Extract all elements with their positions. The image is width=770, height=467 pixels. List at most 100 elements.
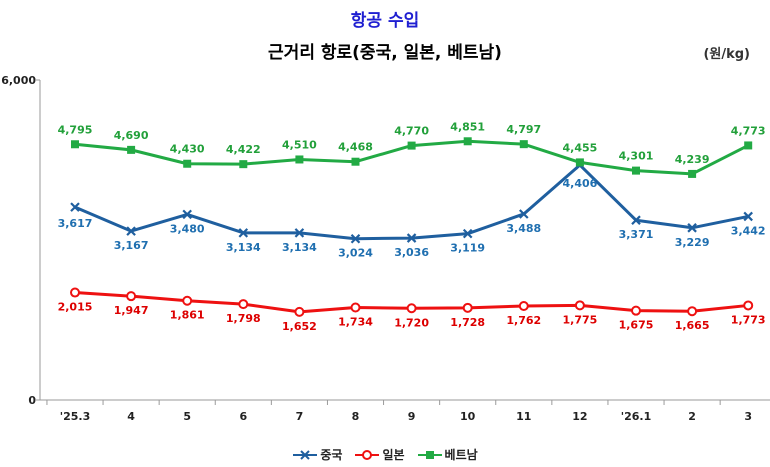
data-point-marker xyxy=(406,233,417,243)
data-label: 1,861 xyxy=(170,309,205,322)
data-label: 4,510 xyxy=(282,138,317,151)
data-label: 4,422 xyxy=(226,143,261,156)
data-point-marker xyxy=(574,300,585,311)
legend-label-japan: 일본 xyxy=(382,448,405,462)
legend-swatch-japan xyxy=(355,449,380,460)
legend-label-china: 중국 xyxy=(320,448,343,462)
data-point-marker xyxy=(182,295,193,306)
data-point-marker xyxy=(519,140,528,149)
data-label: 4,851 xyxy=(450,120,485,133)
data-label: 3,167 xyxy=(114,239,149,252)
unit-label: (원/kg) xyxy=(703,47,750,62)
data-point-marker xyxy=(462,228,473,239)
data-point-marker xyxy=(182,209,192,220)
data-point-marker xyxy=(238,228,249,238)
data-label: 1,775 xyxy=(563,313,598,326)
x-tick-label: 11 xyxy=(516,410,531,423)
data-label: 3,134 xyxy=(226,241,261,254)
data-label: 1,720 xyxy=(394,316,429,329)
data-point-marker xyxy=(743,300,754,311)
x-tick-label: 9 xyxy=(408,410,416,423)
data-point-marker xyxy=(351,157,360,166)
data-point-marker xyxy=(518,301,529,312)
data-label: 4,795 xyxy=(58,123,93,136)
x-tick-label: '25.3 xyxy=(60,410,91,423)
data-point-marker xyxy=(294,306,305,317)
data-point-marker xyxy=(406,303,417,314)
y-tick-label: 6,000 xyxy=(1,74,36,87)
data-point-marker xyxy=(463,137,472,146)
data-point-marker xyxy=(127,145,136,154)
data-label: 1,665 xyxy=(675,319,710,332)
x-tick-label: 2 xyxy=(688,410,696,423)
legend-label-vietnam: 베트남 xyxy=(444,448,478,462)
data-label: 1,734 xyxy=(338,316,373,329)
data-label: 4,773 xyxy=(731,124,766,137)
data-point-marker xyxy=(687,223,697,233)
legend-swatch-china xyxy=(293,449,318,460)
data-label: 4,301 xyxy=(619,150,654,163)
data-label: 3,024 xyxy=(338,247,373,260)
legend-item-vietnam: 베트남 xyxy=(417,446,478,463)
data-point-marker xyxy=(631,305,641,316)
data-label: 4,455 xyxy=(563,141,598,154)
x-tick-label: 7 xyxy=(296,410,304,423)
data-point-marker xyxy=(462,302,473,313)
data-point-marker xyxy=(71,140,79,149)
data-label: 1,798 xyxy=(226,312,261,325)
data-point-marker xyxy=(294,228,305,238)
x-tick-label: 4 xyxy=(127,410,135,423)
data-label: 4,770 xyxy=(394,125,429,138)
data-label: 3,119 xyxy=(450,242,485,255)
data-label: 1,762 xyxy=(506,314,541,327)
data-label: 4,239 xyxy=(675,153,710,166)
data-point-marker xyxy=(688,169,697,178)
data-point-marker xyxy=(183,159,192,168)
chart-title: 근거리 항로(중국, 일본, 베트남) xyxy=(268,43,502,63)
data-point-marker xyxy=(631,215,641,225)
data-label: 3,036 xyxy=(394,246,429,259)
x-tick-label: '26.1 xyxy=(621,410,652,423)
data-point-marker xyxy=(743,211,753,222)
data-label: 2,015 xyxy=(58,301,93,314)
data-point-marker xyxy=(126,226,136,236)
y-tick-label: 0 xyxy=(28,394,36,407)
data-label: 3,617 xyxy=(58,217,93,230)
data-point-marker xyxy=(70,202,80,212)
data-label: 4,430 xyxy=(170,143,205,156)
data-label: 3,371 xyxy=(619,228,654,241)
data-label: 1,728 xyxy=(450,316,485,329)
data-label: 4,797 xyxy=(506,123,541,136)
data-point-marker xyxy=(295,155,304,164)
data-label: 4,690 xyxy=(114,129,149,142)
x-tick-label: 12 xyxy=(572,410,587,423)
data-label: 4,468 xyxy=(338,141,373,154)
data-point-marker xyxy=(575,158,584,167)
chart-supertitle: 항공 수입 xyxy=(350,11,420,31)
data-point-marker xyxy=(407,141,416,150)
data-label: 1,773 xyxy=(731,313,766,326)
legend-swatch-vietnam xyxy=(417,450,442,459)
data-label: 1,947 xyxy=(114,304,149,317)
data-label: 4,406 xyxy=(563,177,598,190)
x-tick-label: 3 xyxy=(744,410,752,423)
data-point-marker xyxy=(519,209,529,219)
x-tick-label: 5 xyxy=(183,410,191,423)
data-point-marker xyxy=(687,306,698,317)
data-label: 1,652 xyxy=(282,320,317,333)
data-point-marker xyxy=(238,299,249,310)
data-point-marker xyxy=(350,302,361,313)
x-tick-label: 8 xyxy=(352,410,360,423)
data-label: 3,442 xyxy=(731,224,766,237)
data-point-marker xyxy=(744,141,753,150)
data-point-marker xyxy=(126,291,137,302)
x-tick-label: 6 xyxy=(239,410,247,423)
legend: 중국 일본 베트남 xyxy=(0,446,770,463)
legend-item-china: 중국 xyxy=(292,446,342,463)
data-label: 1,675 xyxy=(619,319,654,332)
legend-item-japan: 일본 xyxy=(354,446,405,463)
x-tick-label: 10 xyxy=(460,410,476,423)
data-point-marker xyxy=(350,233,361,244)
data-label: 3,480 xyxy=(170,222,205,235)
